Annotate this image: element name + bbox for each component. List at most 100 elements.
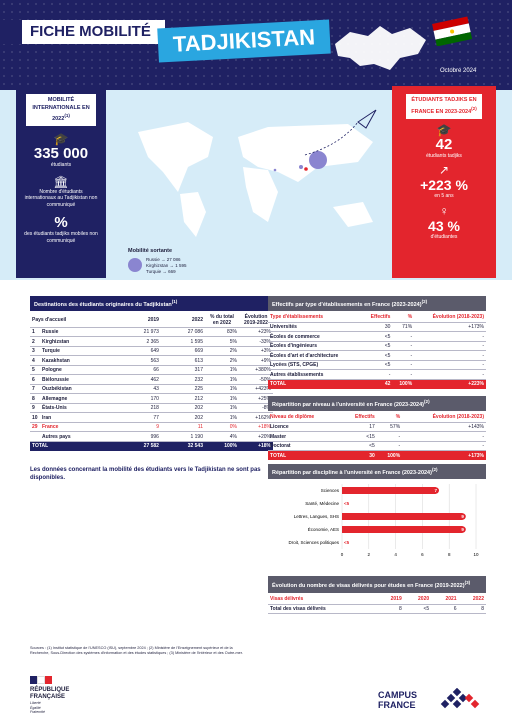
institution-type-title: Effectifs par type d'établissements en F… (268, 296, 486, 311)
bar-value-label: 9 (461, 514, 464, 519)
visas-title: Évolution du nombre de visas délivrés po… (268, 576, 486, 593)
table-cell: +23% (239, 327, 273, 338)
table-cell: 9 (30, 403, 40, 414)
destinations-title: Destinations des étudiants originaires d… (30, 296, 273, 311)
col-header: 2022 (160, 312, 205, 328)
outbound-item: Turquie → 669 (146, 269, 176, 274)
table-row: 4 Kazakhstan 563 613 2% +9% (30, 355, 273, 366)
table-cell: 77 (116, 412, 161, 423)
category-label: Sciences (321, 488, 340, 493)
discipline-section: Répartition par discipline à l'universit… (268, 464, 486, 479)
col-header: Évolution 2019-2022 (239, 312, 273, 328)
table-cell: 563 (116, 355, 161, 366)
country-map-icon (335, 26, 426, 70)
col-header: % (392, 312, 415, 323)
table-cell: 8 (30, 393, 40, 404)
kyrgyzstan-bubble (299, 165, 303, 169)
students-count-label: étudiants tadjiks (426, 152, 462, 159)
table-cell: 10 (30, 412, 40, 423)
table-cell: +143% (402, 422, 486, 433)
x-tick-label: 6 (421, 552, 424, 557)
outbound-item: Kirghizstan → 1 595 (146, 263, 187, 268)
col-header: Type d'établissements (268, 312, 362, 323)
cf-line1: CAMPUS (378, 690, 418, 700)
international-students-desc: Nombre d'étudiants internationaux au Tad… (24, 188, 98, 208)
degree-level-table: Répartition par niveau à l'université en… (268, 396, 486, 461)
x-tick-label: 4 (394, 552, 397, 557)
campus-france-logo: CAMPUS FRANCE (378, 688, 488, 712)
table-cell: 7 (30, 384, 40, 395)
total-cell: 27 582 (116, 441, 161, 451)
bar-end-marker (432, 487, 439, 494)
table-cell: <15 (340, 431, 377, 442)
table-row: 8 Allemagne 170 212 1% +25% (30, 393, 273, 404)
table-cell: - (402, 441, 486, 452)
total-cell: TOTAL (30, 441, 117, 451)
table-cell: Écoles d'ingénieurs (268, 341, 362, 352)
table-cell: 1% (205, 365, 239, 376)
table-row: Autres pays 996 1 190 4% +20% (30, 431, 273, 442)
table-cell: 613 (160, 355, 205, 366)
publication-date: Octobre 2024 (440, 68, 477, 74)
table-cell: - (414, 341, 486, 352)
table-row: 9 États-Unis 218 202 1% -8% (30, 403, 273, 414)
table-cell: 1% (205, 403, 239, 414)
total-cell: 100% (392, 379, 415, 389)
table-cell: Écoles de commerce (268, 331, 362, 342)
table-cell: Universités (268, 322, 362, 333)
table-cell: - (376, 441, 403, 452)
col-header: 2019 (376, 594, 404, 605)
table-row: 5 Pologne 66 317 1% +380% (30, 365, 273, 376)
table-row: 3 Turquie 649 669 2% +3% (30, 346, 273, 357)
cf-line2: FRANCE (378, 700, 416, 710)
table-cell: 5% (205, 336, 239, 347)
table-cell: 202 (160, 403, 205, 414)
table-cell: 5 (30, 365, 40, 376)
tajikistan-flag-icon (432, 16, 472, 46)
col-header: Effectifs (340, 412, 377, 423)
table-cell: - (392, 369, 415, 380)
visa-cell: 8 (458, 604, 486, 615)
col-header: % du total en 2022 (205, 312, 239, 328)
visa-cell: Total des visas délivrés (268, 604, 377, 615)
table-cell: 9 (116, 422, 161, 433)
table-cell: 2 365 (116, 336, 161, 347)
russia-bubble (309, 151, 327, 169)
table-cell: 232 (160, 374, 205, 385)
table-cell: 212 (160, 393, 205, 404)
total-cell: 32 543 (160, 441, 205, 451)
x-tick-label: 2 (368, 552, 371, 557)
table-cell: +380% (239, 365, 273, 376)
table-cell: Kazakhstan (40, 355, 117, 366)
table-cell: 4% (205, 431, 239, 442)
table-row: Master <15- - (268, 431, 486, 442)
table-cell: 669 (160, 346, 205, 357)
table-row: Écoles de commerce <5- - (268, 331, 486, 342)
bar-end-marker (459, 513, 466, 520)
table-cell: 30 (361, 322, 393, 333)
table-cell: Doctorat (268, 441, 341, 452)
table-cell: +25% (239, 393, 273, 404)
table-cell: 21 973 (116, 327, 161, 338)
bar (342, 487, 436, 494)
women-share-label: d'étudiantes (430, 233, 458, 240)
total-cell: 30 (340, 450, 377, 461)
destinations-table: Destinations des étudiants originaires d… (30, 296, 273, 451)
table-cell: -8% (239, 403, 273, 414)
total-cell: +173% (402, 450, 486, 461)
table-row: Écoles d'art et d'architecture <5- - (268, 350, 486, 361)
table-cell: -33% (239, 336, 273, 347)
table-cell: 11 (160, 422, 205, 433)
total-students: 335 000 (33, 145, 89, 163)
category-label: Santé, Médecine (305, 501, 339, 506)
table-cell: 1% (205, 374, 239, 385)
table-cell: 0% (205, 422, 239, 433)
bubble-legend-icon (128, 258, 142, 272)
total-cell: 42 (361, 379, 393, 389)
table-cell: 1% (205, 393, 239, 404)
visa-cell: 6 (431, 604, 459, 615)
table-row: 6 Biélorussie 462 232 1% -50% (30, 374, 273, 385)
rf-line1: RÉPUBLIQUE (30, 687, 70, 693)
total-cell: TOTAL (268, 450, 341, 461)
growth-icon: ↗ (438, 163, 450, 178)
